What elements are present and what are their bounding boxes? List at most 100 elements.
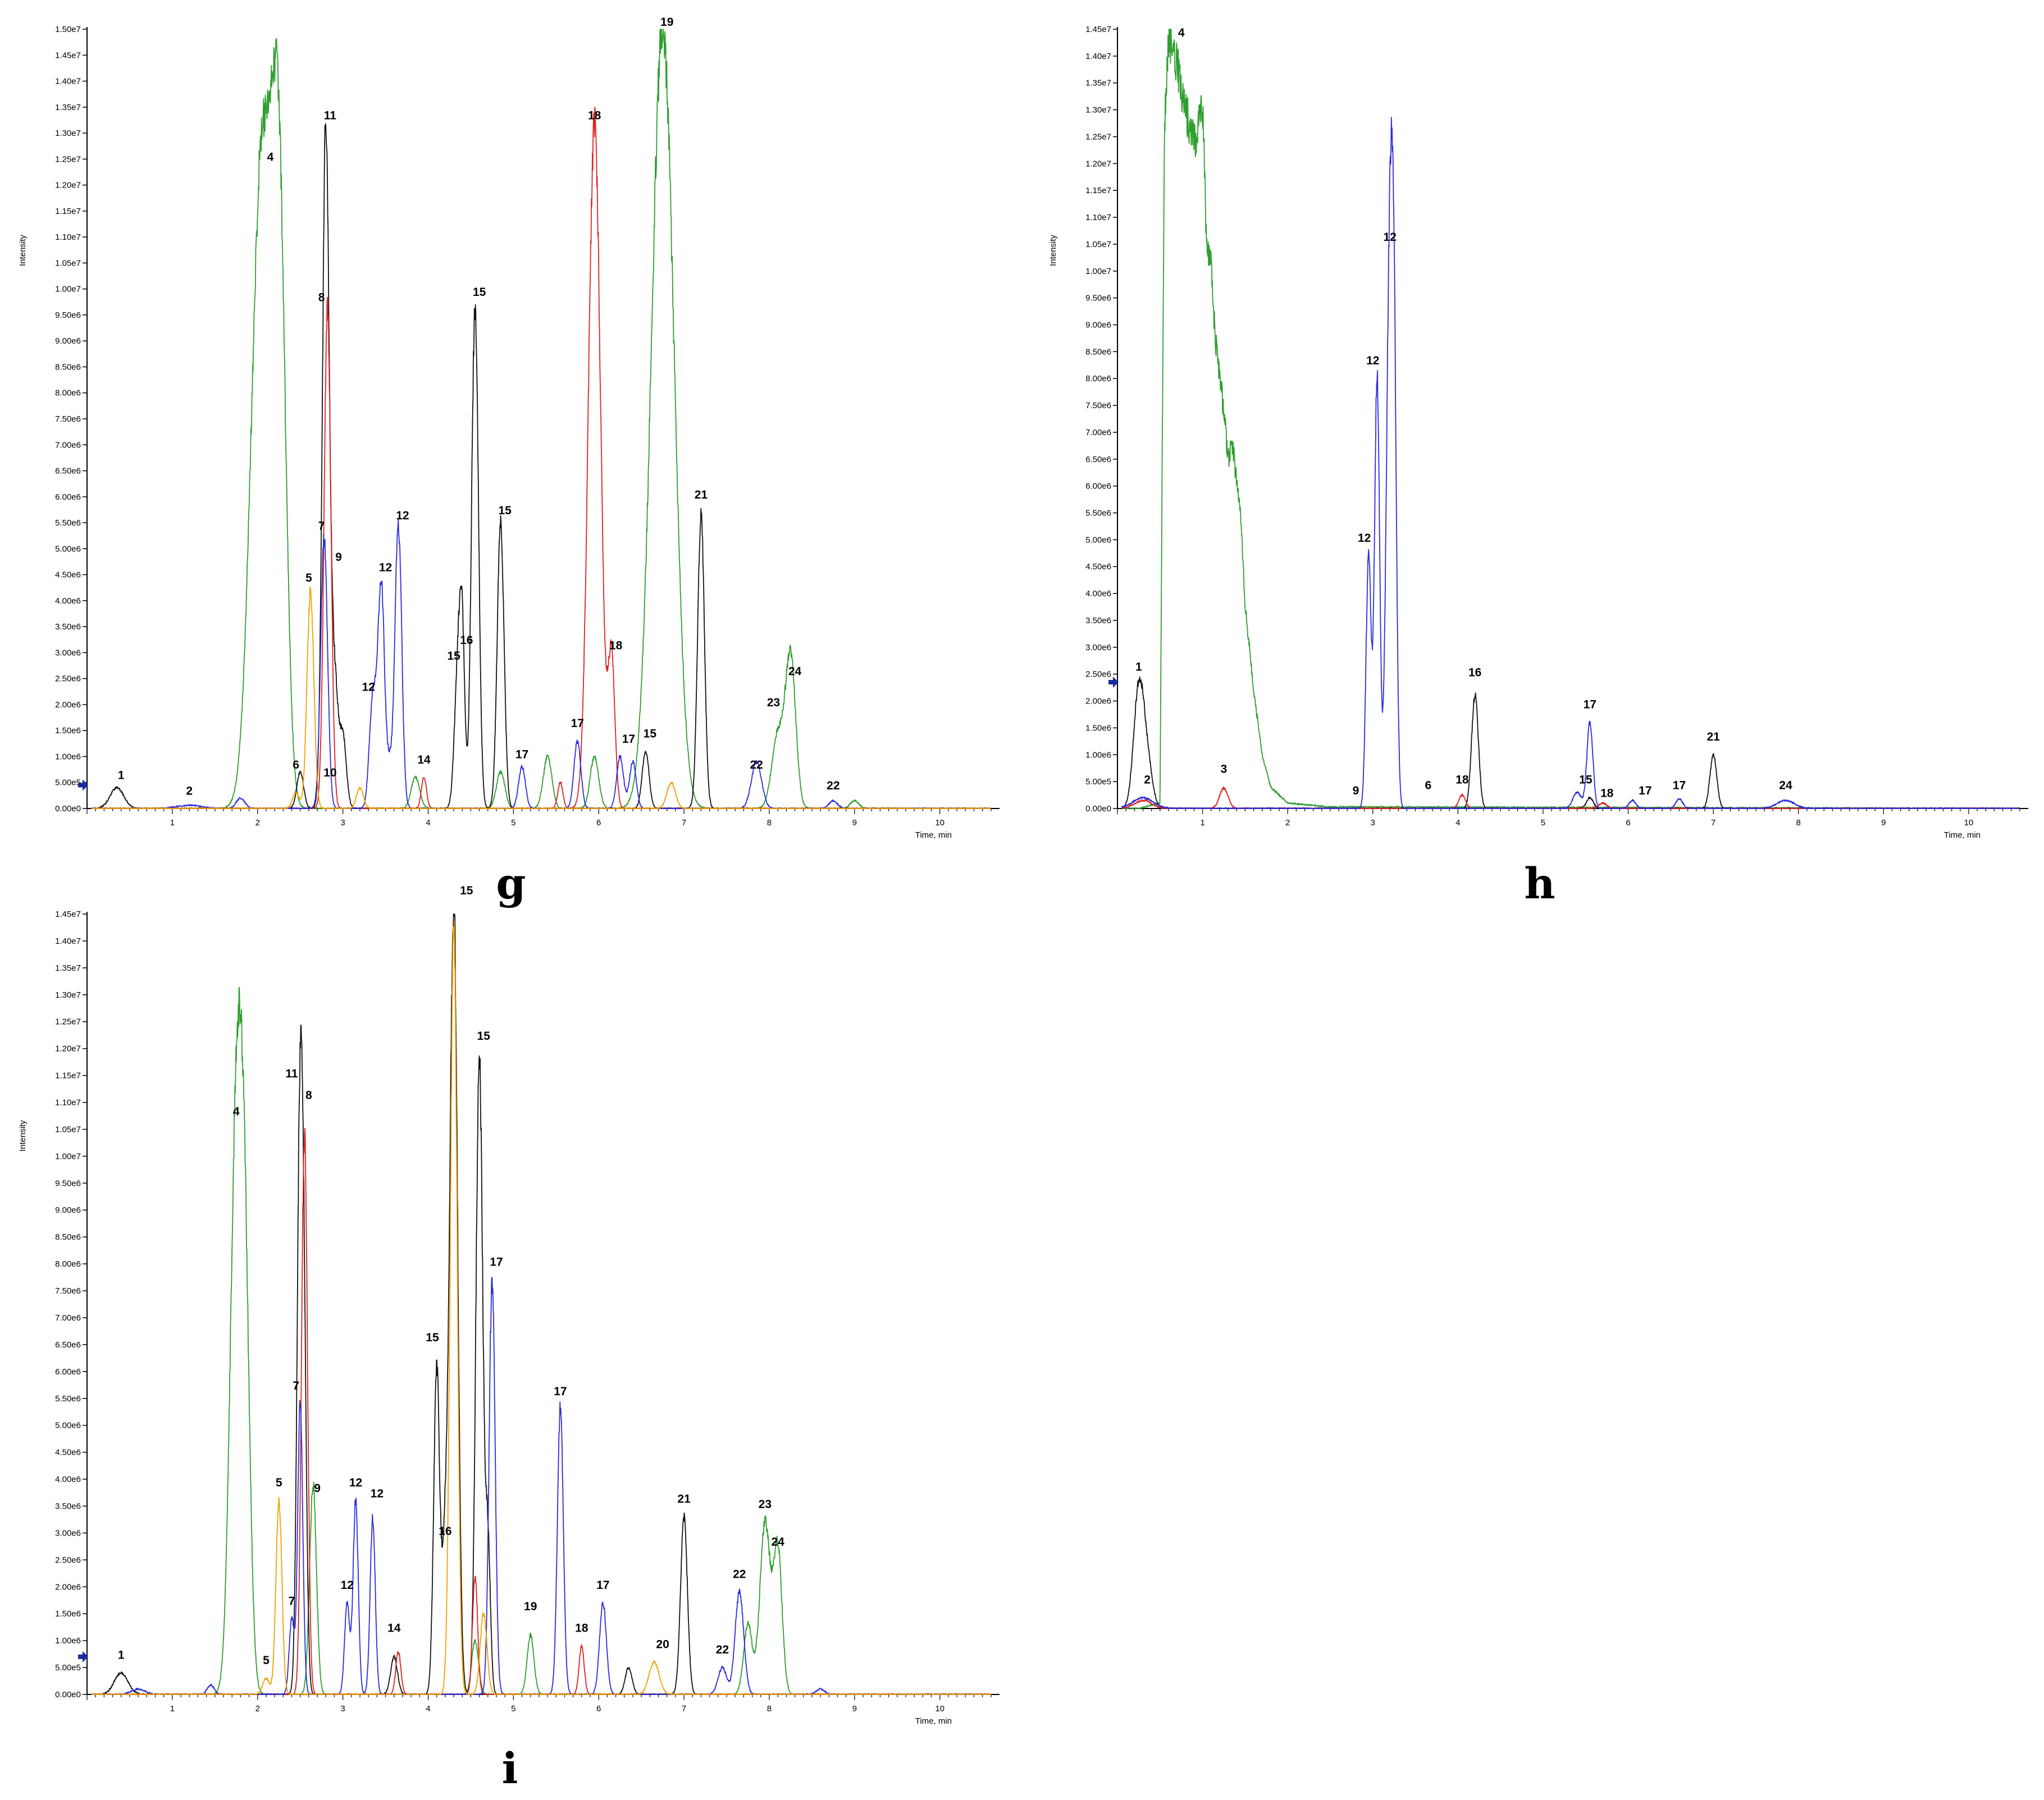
y-tick-label: 1.45e7 <box>55 51 81 60</box>
x-tick-label: 6 <box>596 1704 601 1714</box>
y-tick-label: 1.05e7 <box>55 1125 81 1134</box>
peak-label: 18 <box>588 109 601 122</box>
y-tick-label: 1.30e7 <box>1085 106 1111 115</box>
peak-label: 21 <box>677 1492 691 1505</box>
series-line-green <box>1121 29 2020 809</box>
peak-label: 4 <box>267 151 274 164</box>
peak-label: 2 <box>1144 774 1151 787</box>
y-tick-label: 9.50e6 <box>55 1178 81 1188</box>
y-tick-label: 7.00e6 <box>1085 428 1111 437</box>
peak-label: 1 <box>118 769 125 782</box>
peak-label: 22 <box>716 1643 729 1656</box>
peak-label: 7 <box>318 520 325 533</box>
peak-label: 15 <box>1579 774 1593 787</box>
x-tick-label: 5 <box>1541 818 1545 828</box>
y-tick-label: 1.15e7 <box>55 1071 81 1081</box>
peak-label: 21 <box>1707 730 1720 743</box>
x-tick-label: 8 <box>767 1704 772 1714</box>
y-tick-label: 9.00e6 <box>55 1205 81 1215</box>
peak-label: 8 <box>305 1089 312 1102</box>
peak-label: 4 <box>233 1105 240 1118</box>
y-tick-label: 1.30e7 <box>55 990 81 1000</box>
peak-label: 18 <box>609 639 623 652</box>
peak-label: 22 <box>733 1568 746 1581</box>
y-tick-label: 1.30e7 <box>55 129 81 138</box>
x-tick-label: 1 <box>170 1704 175 1714</box>
y-tick-label: 2.50e6 <box>55 674 81 684</box>
y-tick-label: 0.00e0 <box>1085 804 1111 814</box>
peak-label: 12 <box>362 680 375 693</box>
peak-label: 15 <box>460 884 473 897</box>
axis-marker-arrow-icon <box>1108 677 1119 688</box>
peak-label: 6 <box>1425 779 1431 792</box>
y-tick-label: 1.20e7 <box>55 181 81 190</box>
x-tick-label: 2 <box>256 1704 260 1714</box>
peak-label: 17 <box>571 717 584 730</box>
x-tick-label: 6 <box>1626 818 1630 828</box>
y-tick-label: 3.50e6 <box>55 1501 81 1511</box>
chart-panel-i: 0.00e0 5.00e5 1.00e6 1.50e6 2.00e6 2.50e6 3.00… <box>18 884 1000 1726</box>
y-tick-label: 5.00e6 <box>55 544 81 554</box>
peak-label: 12 <box>341 1579 354 1592</box>
x-tick-label: 1 <box>170 818 175 828</box>
x-tick-label: 8 <box>767 818 772 828</box>
y-tick-label: 1.00e6 <box>1085 750 1111 760</box>
y-tick-label: 1.40e7 <box>1085 52 1111 61</box>
peak-label: 15 <box>477 1030 491 1043</box>
y-tick-label: 8.50e6 <box>55 362 81 372</box>
y-tick-label: 1.00e7 <box>1085 267 1111 276</box>
y-tick-label: 9.50e6 <box>55 310 81 320</box>
chart-panel-g: 0.00e0 5.00e5 1.00e6 1.50e6 2.00e6 2.50e6 3.00… <box>18 16 1000 840</box>
peak-label: 12 <box>349 1477 362 1490</box>
y-tick-label: 1.45e7 <box>1085 25 1111 34</box>
y-tick-label: 8.50e6 <box>1085 347 1111 357</box>
x-tick-label: 2 <box>1285 818 1290 828</box>
y-tick-label: 1.20e7 <box>1085 159 1111 168</box>
y-tick-label: 4.50e6 <box>55 1448 81 1458</box>
x-axis-label: Time, min <box>915 1716 952 1726</box>
y-tick-label: 5.50e6 <box>1085 509 1111 518</box>
x-tick-label: 3 <box>1371 818 1375 828</box>
peak-label: 4 <box>1178 26 1185 39</box>
chart-panel-h: 0.00e0 5.00e5 1.00e6 1.50e6 2.00e6 2.50e6 3.00… <box>1048 25 2028 840</box>
peak-label: 11 <box>285 1067 298 1080</box>
y-tick-label: 5.00e6 <box>55 1421 81 1431</box>
x-tick-label: 3 <box>340 1704 345 1714</box>
peak-label: 14 <box>417 753 431 766</box>
peak-label: 24 <box>1779 779 1792 792</box>
peak-label: 22 <box>750 759 763 771</box>
peak-label: 23 <box>767 696 780 709</box>
y-tick-label: 4.50e6 <box>55 570 81 580</box>
series-line-orange <box>90 920 992 1695</box>
x-axis-label: Time, min <box>1944 830 1981 840</box>
y-tick-label: 2.00e6 <box>1085 697 1111 706</box>
y-tick-label: 6.50e6 <box>1085 455 1111 464</box>
y-tick-label: 1.15e7 <box>55 207 81 216</box>
y-tick-label: 1.00e6 <box>55 752 81 761</box>
y-tick-label: 1.00e6 <box>55 1636 81 1646</box>
peak-label: 12 <box>379 561 392 574</box>
y-tick-label: 7.50e6 <box>1085 401 1111 410</box>
y-tick-label: 1.10e7 <box>55 232 81 242</box>
peak-label: 5 <box>305 572 312 584</box>
y-tick-label: 1.45e7 <box>55 910 81 919</box>
series-line-black <box>91 123 991 809</box>
y-tick-label: 1.20e7 <box>55 1044 81 1054</box>
peak-label: 12 <box>1358 532 1371 545</box>
peak-label: 12 <box>371 1487 384 1500</box>
peak-label: 12 <box>396 509 409 522</box>
y-tick-label: 1.25e7 <box>1085 132 1111 141</box>
peak-label: 14 <box>387 1622 401 1635</box>
peak-label: 18 <box>575 1622 588 1635</box>
x-tick-label: 4 <box>426 1704 430 1714</box>
series-line-red <box>91 1127 991 1695</box>
y-tick-label: 3.50e6 <box>55 622 81 632</box>
y-tick-label: 6.00e6 <box>1085 482 1111 491</box>
y-tick-label: 1.50e6 <box>55 726 81 735</box>
y-tick-label: 2.50e6 <box>55 1555 81 1565</box>
y-tick-label: 4.00e6 <box>55 1475 81 1484</box>
peak-label: 12 <box>1366 354 1379 367</box>
y-tick-label: 1.10e7 <box>55 1098 81 1108</box>
y-tick-label: 3.00e6 <box>1085 643 1111 652</box>
